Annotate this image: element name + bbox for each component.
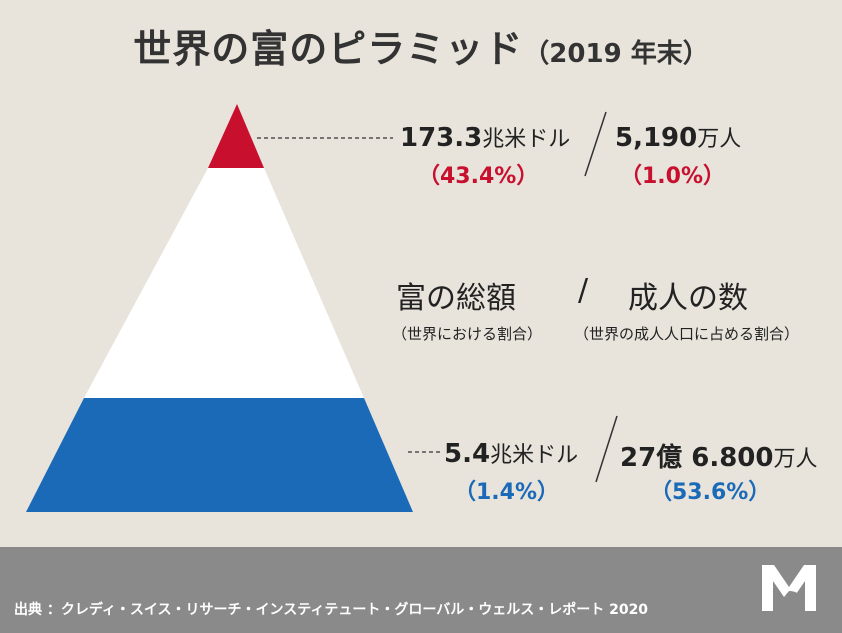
- pyramid-tier-middle: [84, 168, 364, 398]
- top-wealth-value: 173.3: [400, 123, 483, 153]
- title-sub: （2019 年末）: [523, 39, 709, 69]
- top-adults-pct: （1.0%）: [620, 164, 726, 189]
- bottom-wealth-label: 5.4兆米ドル: [444, 437, 578, 469]
- legend-wealth-heading: 富の総額: [396, 281, 516, 316]
- bottom-adults-unit: 万人: [773, 447, 818, 472]
- publisher-logo-icon: [762, 565, 816, 611]
- top-wealth-label: 173.3兆米ドル: [400, 121, 570, 153]
- title-main: 世界の富のピラミッド: [133, 27, 524, 71]
- top-wealth-unit: 兆米ドル: [482, 127, 571, 152]
- bottom-wealth-unit: 兆米ドル: [490, 443, 579, 468]
- top-adults-value: 5,190: [615, 123, 698, 153]
- pyramid-tier-bottom: [26, 398, 413, 512]
- bottom-adults-pct: （53.6%）: [650, 480, 771, 505]
- bottom-wealth-value: 5.4: [444, 439, 491, 469]
- bottom-adults-label: 27億 6.800万人: [620, 437, 818, 474]
- top-adults-unit: 万人: [697, 127, 742, 152]
- pyramid-tier-top: [208, 104, 264, 168]
- legend-wealth-note: （世界における割合）: [392, 325, 543, 343]
- top-divider-slash: [584, 111, 607, 177]
- page-title: 世界の富のピラミッド（2019 年末）: [0, 18, 842, 73]
- legend-slash: /: [578, 273, 589, 308]
- top-wealth-pct: （43.4%）: [418, 164, 539, 189]
- source-credit: 出典 ：クレディ・スイス・リサーチ・インスティテュート・グローバル・ウェルス・レ…: [14, 602, 649, 618]
- bottom-wealth-pct: （1.4%）: [454, 480, 560, 505]
- bottom-divider-slash: [595, 415, 618, 483]
- legend-adults-note: （世界の成人人口に占める割合）: [574, 325, 800, 343]
- footer-bar: 出典 ：クレディ・スイス・リサーチ・インスティテュート・グローバル・ウェルス・レ…: [0, 547, 842, 633]
- bottom-adults-value: 27億 6.800: [620, 443, 774, 473]
- top-adults-label: 5,190万人: [615, 121, 741, 153]
- wealth-pyramid-chart: [26, 104, 618, 512]
- legend-adults-heading: 成人の数: [628, 281, 748, 316]
